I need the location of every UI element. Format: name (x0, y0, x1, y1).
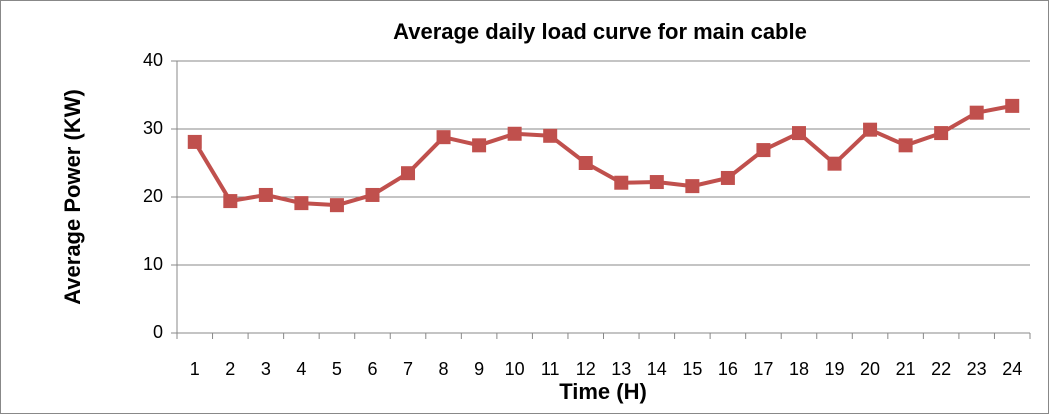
x-tick-label: 7 (403, 359, 413, 379)
marker (649, 175, 664, 190)
marker (934, 126, 949, 141)
marker (329, 198, 344, 213)
x-tick-label: 21 (896, 359, 916, 379)
x-tick-label: 17 (753, 359, 773, 379)
y-axis-label: Average Power (KW) (60, 89, 85, 305)
marker (756, 143, 771, 158)
y-tick-label: 40 (143, 50, 163, 70)
chart-title: Average daily load curve for main cable (393, 19, 807, 44)
x-tick-label: 2 (225, 359, 235, 379)
marker (969, 105, 984, 120)
marker (436, 130, 451, 145)
y-tick-label: 10 (143, 254, 163, 274)
x-tick-label: 13 (611, 359, 631, 379)
marker (1005, 98, 1020, 113)
marker (365, 187, 380, 202)
marker (898, 138, 913, 153)
marker (720, 170, 735, 185)
marker (187, 134, 202, 149)
y-tick-label: 0 (153, 322, 163, 342)
y-tick-label: 30 (143, 118, 163, 138)
marker (258, 187, 273, 202)
x-tick-label: 8 (439, 359, 449, 379)
x-tick-label: 22 (931, 359, 951, 379)
y-tick-label: 20 (143, 186, 163, 206)
marker (543, 128, 558, 143)
marker (223, 194, 238, 209)
x-tick-label: 14 (647, 359, 667, 379)
marker (685, 179, 700, 194)
marker (294, 196, 309, 211)
x-tick-label: 9 (474, 359, 484, 379)
marker (507, 126, 522, 141)
x-tick-label: 15 (682, 359, 702, 379)
x-tick-label: 6 (367, 359, 377, 379)
x-tick-label: 5 (332, 359, 342, 379)
x-tick-label: 1 (190, 359, 200, 379)
marker (614, 175, 629, 190)
x-tick-label: 4 (296, 359, 306, 379)
x-tick-label: 24 (1002, 359, 1022, 379)
x-axis-label: Time (H) (559, 379, 647, 404)
x-tick-label: 10 (505, 359, 525, 379)
marker (472, 138, 487, 153)
x-tick-label: 18 (789, 359, 809, 379)
marker (578, 156, 593, 170)
x-tick-label: 11 (541, 359, 560, 379)
marker (791, 126, 806, 141)
x-tick-label: 3 (261, 359, 271, 379)
x-tick-label: 12 (576, 359, 596, 379)
marker (863, 122, 878, 137)
x-tick-label: 16 (718, 359, 738, 379)
x-tick-label: 23 (967, 359, 987, 379)
x-tick-label: 20 (860, 359, 880, 379)
x-tick-label: 19 (825, 359, 845, 379)
marker (827, 156, 842, 171)
marker (401, 166, 416, 181)
